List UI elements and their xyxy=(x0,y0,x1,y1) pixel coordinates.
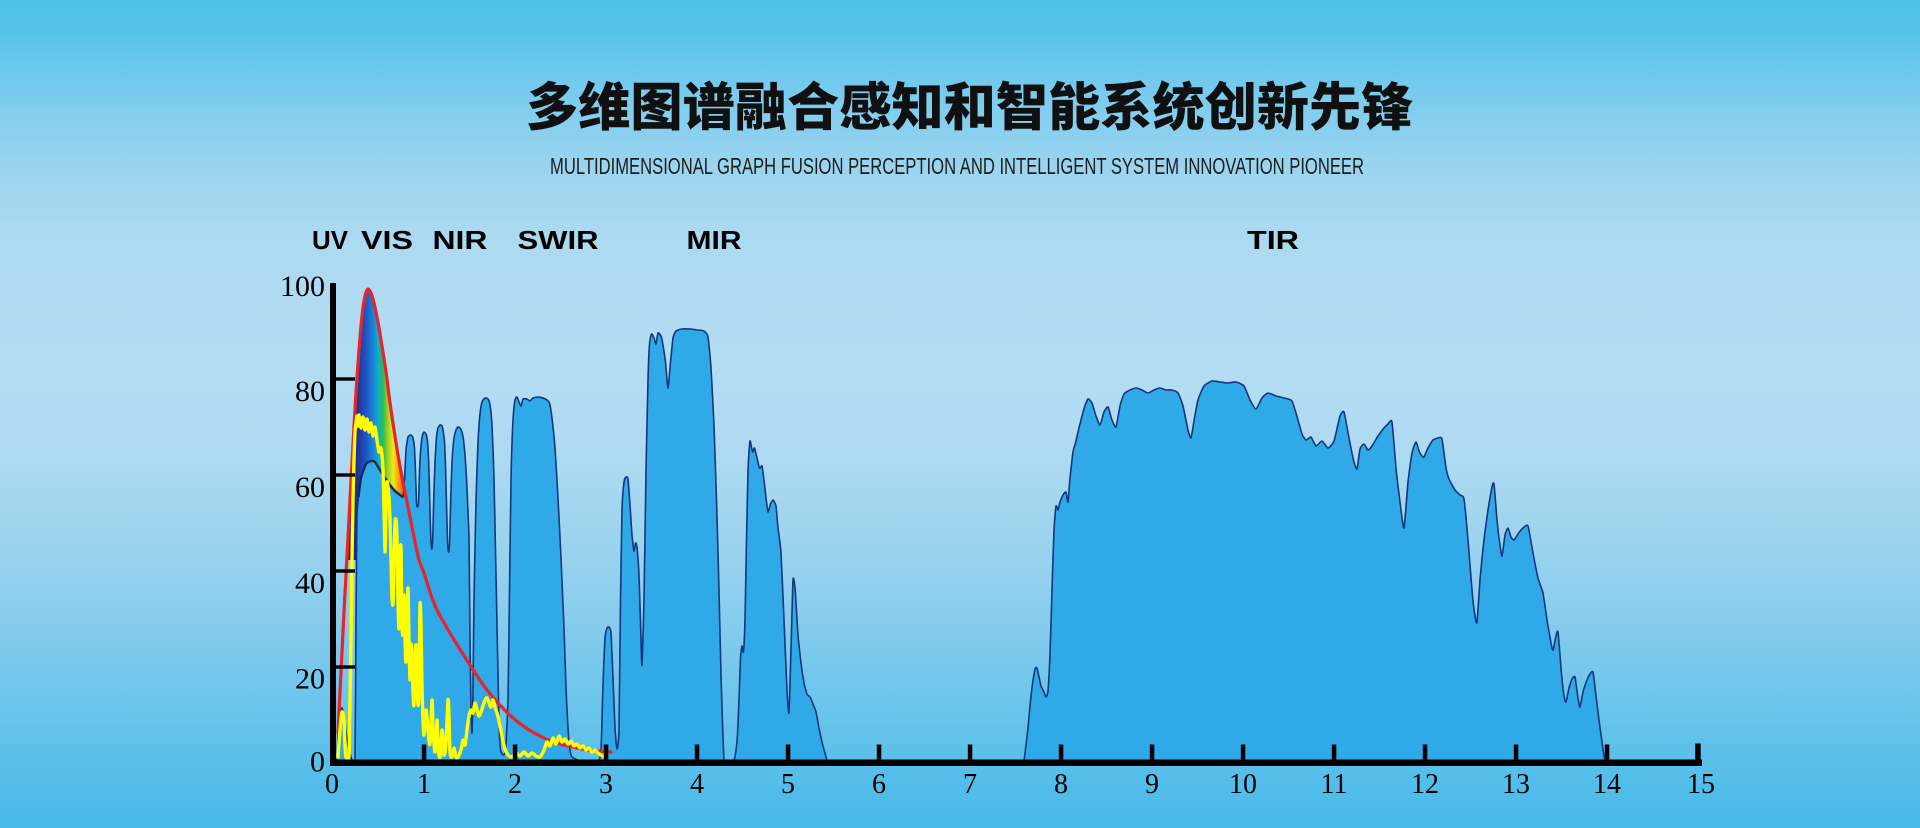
svg-text:UV: UV xyxy=(312,225,349,255)
svg-text:4: 4 xyxy=(690,769,704,800)
svg-text:7: 7 xyxy=(963,769,977,800)
svg-text:9: 9 xyxy=(1145,769,1159,800)
svg-text:12: 12 xyxy=(1411,769,1439,800)
svg-text:VIS: VIS xyxy=(361,225,413,255)
svg-text:8: 8 xyxy=(1054,769,1068,800)
svg-text:10: 10 xyxy=(1229,769,1257,800)
svg-text:5: 5 xyxy=(781,769,795,800)
svg-text:0: 0 xyxy=(310,746,325,779)
svg-text:2: 2 xyxy=(508,769,522,800)
svg-text:14: 14 xyxy=(1593,769,1621,800)
svg-text:NIR: NIR xyxy=(433,225,488,255)
svg-text:40: 40 xyxy=(295,567,325,600)
svg-text:13: 13 xyxy=(1502,769,1530,800)
svg-text:80: 80 xyxy=(295,375,325,408)
svg-text:3: 3 xyxy=(599,769,613,800)
svg-text:11: 11 xyxy=(1321,769,1348,800)
svg-text:MULTIDIMENSIONAL GRAPH FUSION: MULTIDIMENSIONAL GRAPH FUSION PERCEPTION… xyxy=(550,153,1364,179)
svg-text:TIR: TIR xyxy=(1247,225,1299,255)
svg-text:100: 100 xyxy=(280,270,325,303)
svg-text:60: 60 xyxy=(295,471,325,504)
svg-text:MIR: MIR xyxy=(687,225,742,255)
svg-text:1: 1 xyxy=(417,769,431,800)
svg-text:0: 0 xyxy=(325,769,339,800)
svg-text:20: 20 xyxy=(295,663,325,696)
svg-text:SWIR: SWIR xyxy=(518,225,599,255)
svg-text:15: 15 xyxy=(1687,769,1715,800)
svg-text:6: 6 xyxy=(872,769,886,800)
